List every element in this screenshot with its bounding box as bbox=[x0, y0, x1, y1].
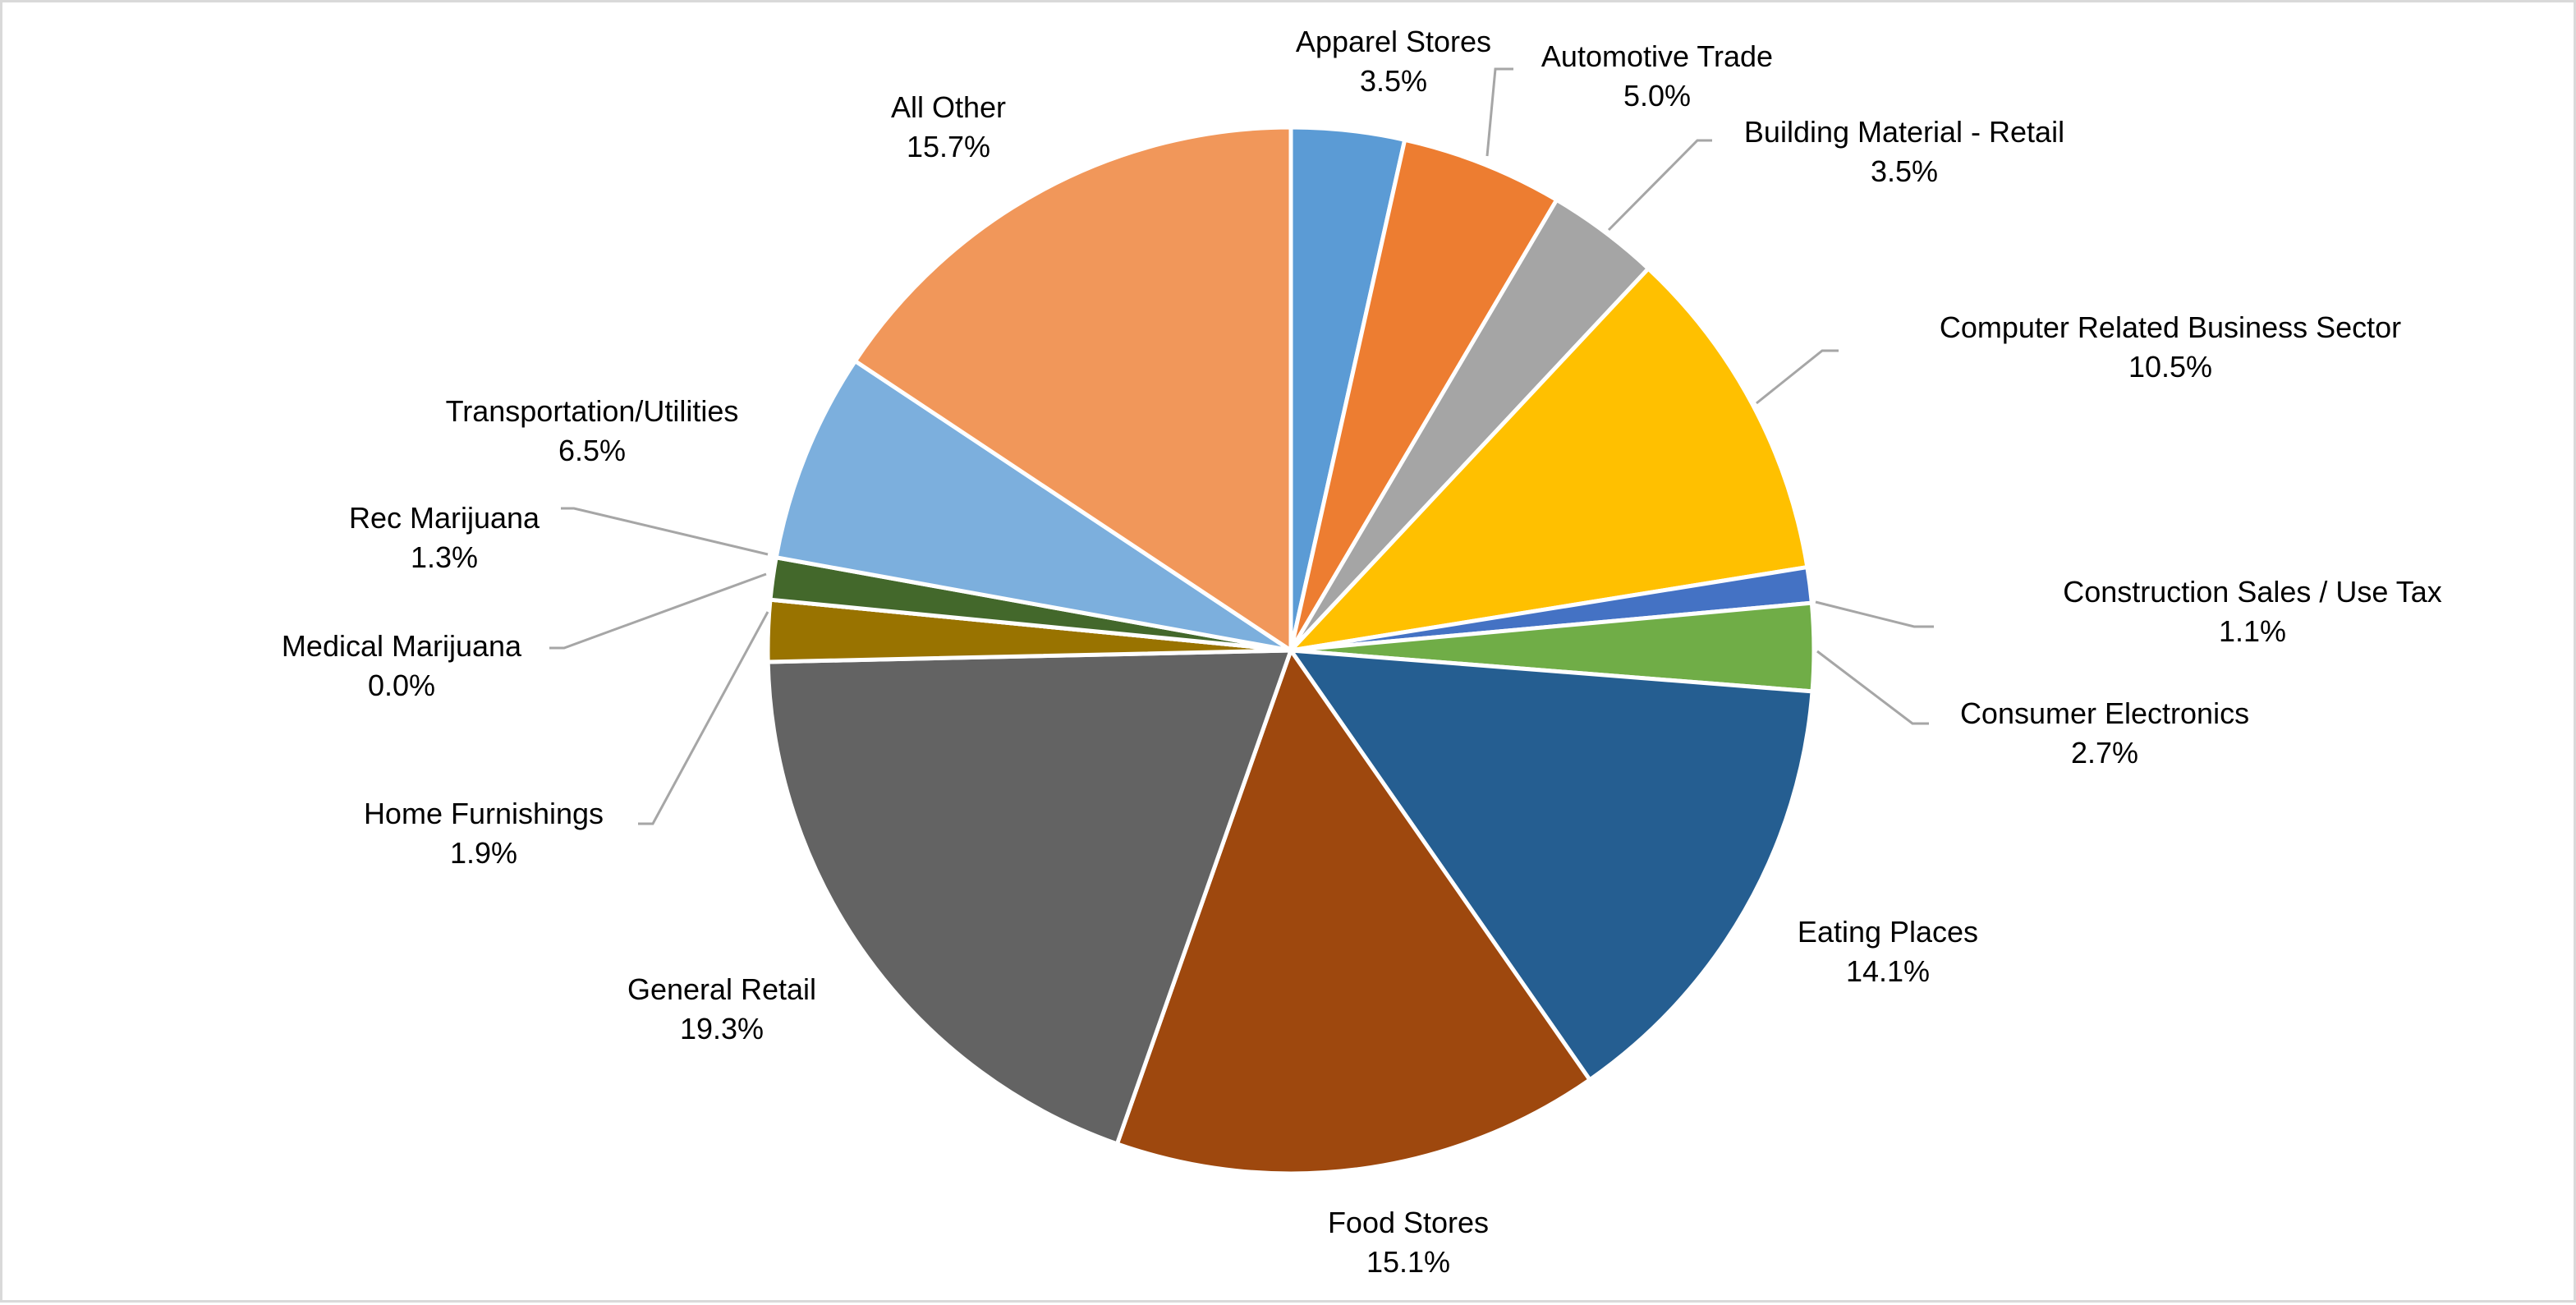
label-category: General Retail bbox=[627, 972, 817, 1006]
data-label-consumer-electronics: Consumer Electronics 2.7% bbox=[1960, 694, 2249, 773]
data-label-building-material-retail: Building Material - Retail 3.5% bbox=[1744, 113, 2064, 191]
label-category: Food Stores bbox=[1327, 1206, 1490, 1239]
label-percent: 1.1% bbox=[2218, 614, 2287, 648]
label-category: Automotive Trade bbox=[1541, 39, 1774, 73]
data-label-food-stores: Food Stores 15.1% bbox=[1328, 1203, 1489, 1282]
label-percent: 15.1% bbox=[1366, 1245, 1451, 1279]
leader-line-computer-related-business-sector bbox=[1756, 349, 1839, 405]
label-percent: 1.3% bbox=[410, 540, 479, 574]
label-category: Eating Places bbox=[1797, 915, 1979, 949]
data-label-general-retail: General Retail 19.3% bbox=[627, 970, 816, 1049]
label-percent: 5.0% bbox=[1623, 79, 1692, 113]
label-percent: 10.5% bbox=[2128, 350, 2213, 384]
pie-slice-computer-related-business-sector bbox=[1288, 266, 1810, 653]
data-label-automotive-trade: Automotive Trade 5.0% bbox=[1541, 37, 1773, 116]
leader-line-building-material-retail bbox=[1607, 139, 1712, 232]
label-category: Consumer Electronics bbox=[1959, 696, 2250, 730]
leader-line-home-furnishings bbox=[638, 611, 769, 825]
data-label-apparel-stores: Apparel Stores 3.5% bbox=[1296, 22, 1491, 101]
label-percent: 3.5% bbox=[1870, 154, 1939, 188]
label-category: Construction Sales / Use Tax bbox=[2063, 575, 2442, 609]
leader-line-construction-sales-use-tax bbox=[1815, 600, 1934, 628]
label-category: All Other bbox=[890, 90, 1007, 124]
leader-line-automotive-trade bbox=[1485, 67, 1513, 157]
pie-slice-transportation-utilities bbox=[774, 359, 1293, 653]
pie-slice-eating-places bbox=[1288, 648, 1815, 1082]
leader-line-rec-marijuana bbox=[561, 507, 769, 556]
data-label-construction-sales-use-tax: Construction Sales / Use Tax 1.1% bbox=[2063, 572, 2442, 651]
leader-line-consumer-electronics bbox=[1816, 650, 1929, 725]
label-percent: 14.1% bbox=[1845, 954, 1931, 988]
data-label-transportation-utilities: Transportation/Utilities 6.5% bbox=[446, 392, 739, 471]
label-percent: 3.5% bbox=[1359, 64, 1428, 98]
data-label-home-furnishings: Home Furnishings 1.9% bbox=[364, 794, 604, 873]
label-category: Computer Related Business Sector bbox=[1939, 310, 2402, 344]
label-category: Home Furnishings bbox=[363, 797, 604, 830]
pie-slice-general-retail bbox=[765, 648, 1293, 1146]
label-category: Transportation/Utilities bbox=[445, 394, 739, 428]
data-label-rec-marijuana: Rec Marijuana 1.3% bbox=[349, 499, 540, 577]
label-percent: 1.9% bbox=[449, 836, 518, 870]
label-percent: 6.5% bbox=[558, 434, 627, 467]
pie-slice-all-other bbox=[852, 125, 1293, 653]
label-percent: 2.7% bbox=[2070, 736, 2139, 770]
label-category: Building Material - Retail bbox=[1743, 115, 2065, 149]
label-category: Rec Marijuana bbox=[348, 501, 540, 535]
data-label-computer-related-business-sector: Computer Related Business Sector 10.5% bbox=[1940, 308, 2401, 387]
pie-slice-food-stores bbox=[1114, 648, 1592, 1176]
label-percent: 19.3% bbox=[679, 1012, 765, 1045]
leader-line-medical-marijuana bbox=[549, 572, 767, 650]
data-label-all-other: All Other 15.7% bbox=[891, 88, 1006, 167]
data-label-eating-places: Eating Places 14.1% bbox=[1798, 912, 1978, 991]
data-label-medical-marijuana: Medical Marijuana 0.0% bbox=[282, 627, 521, 705]
label-category: Medical Marijuana bbox=[281, 629, 522, 663]
pie-slice-automotive-trade bbox=[1288, 137, 1559, 653]
label-percent: 0.0% bbox=[367, 669, 436, 702]
label-category: Apparel Stores bbox=[1295, 25, 1492, 58]
label-percent: 15.7% bbox=[906, 130, 991, 163]
